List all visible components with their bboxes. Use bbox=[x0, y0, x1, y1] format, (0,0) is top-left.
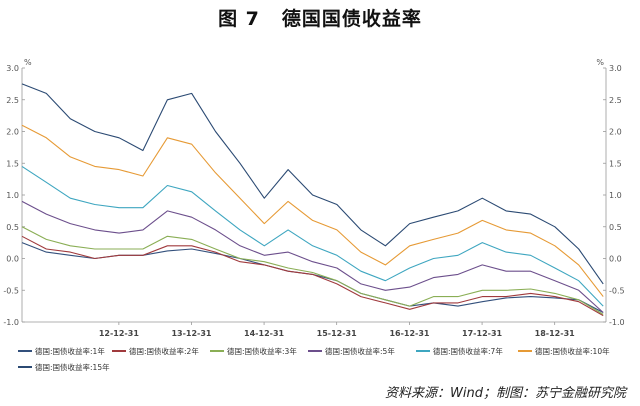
y-tick-label-right: 1.0 bbox=[609, 191, 622, 200]
series-line-7 bbox=[21, 83, 604, 285]
legend-item-2: 德国:国债收益率:2年 bbox=[112, 346, 199, 356]
legend-label: 德国:国债收益率:5年 bbox=[325, 346, 395, 356]
y-tick-label-right: 1.5 bbox=[609, 159, 622, 168]
series-line-5 bbox=[21, 165, 604, 307]
y-tick-label-right: 0.0 bbox=[609, 255, 622, 264]
series-line-4 bbox=[21, 200, 604, 313]
figure-number: 图 7 bbox=[218, 8, 260, 30]
y-tick-label-left: 0.5 bbox=[6, 223, 19, 232]
x-tick-label: 15-12-31 bbox=[317, 329, 357, 338]
chart-legend: 德国:国债收益率:1年 德国:国债收益率:2年 德国:国债收益率:3年 德国:国债收益… bbox=[18, 346, 610, 372]
legend-item-4: 德国:国债收益率:5年 bbox=[308, 346, 395, 356]
legend-item-1: 德国:国债收益率:1年 bbox=[18, 346, 105, 356]
legend-label: 德国:国债收益率:2年 bbox=[129, 346, 199, 356]
legend-label: 德国:国债收益率:10年 bbox=[535, 346, 610, 356]
y-tick-label-left: 3.0 bbox=[6, 64, 19, 73]
x-tick-label: 17-12-31 bbox=[462, 329, 502, 338]
series-line-2 bbox=[21, 235, 604, 317]
legend-label: 德国:国债收益率:7年 bbox=[433, 346, 503, 356]
x-tick-label: 14-12-31 bbox=[244, 329, 284, 338]
y-tick-label-right: -0.5 bbox=[609, 286, 625, 295]
chart-series-lines bbox=[21, 83, 604, 317]
y-tick-label-right: 0.5 bbox=[609, 223, 622, 232]
x-tick-label: 16-12-31 bbox=[389, 329, 429, 338]
series-line-3 bbox=[21, 226, 604, 315]
y-tick-label-left: 0.0 bbox=[6, 255, 19, 264]
chart-axes: % % -1.0 -1.0 -0.5 -0.5 0.0 0.0 0.5 0.5 1.0 1.0 1.5 1… bbox=[3, 58, 624, 338]
y-tick-label-left: -0.5 bbox=[3, 286, 19, 295]
legend-label: 德国:国债收益率:1年 bbox=[35, 346, 105, 356]
y-tick-label-left: 2.5 bbox=[6, 96, 19, 105]
chart-title: 图 7 德国国债收益率 bbox=[0, 4, 640, 31]
y-axis-unit-right: % bbox=[596, 58, 604, 67]
legend-label: 德国:国债收益率:3年 bbox=[227, 346, 297, 356]
legend-label: 德国:国债收益率:15年 bbox=[35, 362, 110, 372]
legend-item-6: 德国:国债收益率:10年 bbox=[518, 346, 610, 356]
x-tick-label: 12-12-31 bbox=[99, 329, 139, 338]
y-tick-label-left: -1.0 bbox=[3, 318, 19, 327]
y-tick-label-right: -1.0 bbox=[609, 318, 625, 327]
figure-title-text: 德国国债收益率 bbox=[281, 8, 422, 30]
y-tick-label-right: 2.0 bbox=[609, 128, 622, 137]
source-note: 资料来源：Wind；制图：苏宁金融研究院 bbox=[385, 386, 626, 401]
y-axis-unit-left: % bbox=[24, 58, 32, 67]
y-tick-label-left: 2.0 bbox=[6, 128, 19, 137]
y-tick-label-left: 1.5 bbox=[6, 159, 19, 168]
y-tick-label-left: 1.0 bbox=[6, 191, 19, 200]
legend-item-7: 德国:国债收益率:15年 bbox=[18, 362, 110, 372]
x-tick-label: 13-12-31 bbox=[171, 329, 211, 338]
y-tick-label-right: 2.5 bbox=[609, 96, 622, 105]
x-tick-label: 18-12-31 bbox=[535, 329, 575, 338]
legend-item-3: 德国:国债收益率:3年 bbox=[210, 346, 297, 356]
series-line-6 bbox=[21, 124, 604, 297]
y-tick-label-right: 3.0 bbox=[609, 64, 622, 73]
legend-item-5: 德国:国债收益率:7年 bbox=[416, 346, 503, 356]
